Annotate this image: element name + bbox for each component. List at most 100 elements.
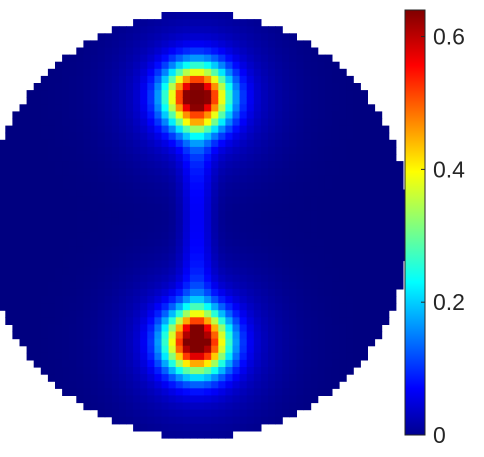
heatmap-cell	[289, 175, 297, 183]
heatmap-cell	[253, 161, 262, 169]
heatmap-cell	[111, 139, 120, 148]
heatmap-cell	[303, 68, 312, 77]
heatmap-cell	[83, 296, 92, 304]
heatmap-cell	[133, 189, 141, 198]
heatmap-cell	[76, 359, 84, 368]
heatmap-cell	[161, 90, 170, 98]
heatmap-cell	[225, 47, 234, 56]
heatmap-cell	[104, 388, 113, 396]
heatmap-cell	[346, 161, 354, 169]
heatmap-cell	[253, 225, 262, 233]
heatmap-cell	[40, 239, 49, 247]
heatmap-cell	[76, 68, 84, 77]
heatmap-cell	[104, 338, 113, 347]
heatmap-cell	[339, 260, 347, 269]
heatmap-cell	[218, 139, 226, 148]
heatmap-cell	[147, 196, 155, 205]
heatmap-cell	[324, 267, 333, 276]
heatmap-cell	[275, 161, 283, 169]
heatmap-cell	[303, 139, 312, 148]
heatmap-cell	[310, 331, 319, 340]
heatmap-cell	[182, 161, 191, 169]
heatmap-cell	[175, 161, 184, 169]
heatmap-cell	[211, 118, 219, 127]
heatmap-cell	[111, 75, 120, 84]
heatmap-cell	[189, 175, 198, 183]
heatmap-cell	[26, 352, 35, 361]
heatmap-cell	[76, 217, 84, 226]
heatmap-cell	[218, 331, 226, 340]
heatmap-cell	[168, 225, 177, 233]
heatmap-cell	[317, 54, 326, 63]
heatmap-cell	[268, 203, 276, 212]
heatmap-cell	[140, 33, 148, 41]
heatmap-cell	[111, 352, 120, 361]
heatmap-cell	[204, 83, 212, 91]
heatmap-cell	[182, 175, 191, 183]
heatmap-cell	[0, 303, 6, 311]
heatmap-cell	[303, 310, 312, 318]
heatmap-cell	[282, 125, 290, 134]
heatmap-cell	[339, 203, 347, 212]
heatmap-cell	[253, 352, 262, 361]
heatmap-cell	[83, 402, 92, 411]
heatmap-cell	[175, 111, 184, 120]
heatmap-cell	[126, 381, 134, 389]
heatmap-cell	[275, 33, 283, 41]
heatmap-cell	[260, 83, 269, 91]
heatmap-cell	[133, 324, 141, 333]
heatmap-cell	[0, 182, 6, 191]
heatmap-cell	[168, 75, 177, 84]
heatmap-cell	[26, 139, 35, 148]
heatmap-cell	[55, 239, 63, 247]
heatmap-cell	[140, 217, 148, 226]
heatmap-cell	[253, 26, 262, 34]
heatmap-cell	[168, 83, 177, 91]
heatmap-cell	[12, 239, 21, 247]
heatmap-cell	[331, 210, 340, 219]
heatmap-cell	[133, 303, 141, 311]
heatmap-cell	[69, 146, 77, 155]
heatmap-cell	[204, 260, 212, 269]
heatmap-cell	[253, 168, 262, 176]
heatmap-cell	[246, 317, 255, 325]
heatmap-cell	[111, 267, 120, 276]
heatmap-cell	[211, 430, 219, 439]
heatmap-cell	[133, 416, 141, 425]
heatmap-cell	[246, 374, 255, 382]
heatmap-cell	[353, 225, 361, 233]
heatmap-cell	[246, 331, 255, 340]
heatmap-cell	[118, 246, 127, 254]
heatmap-cell	[346, 196, 354, 205]
heatmap-cell	[97, 203, 106, 212]
heatmap-cell	[197, 175, 205, 183]
heatmap-cell	[239, 381, 248, 389]
heatmap-cell	[246, 395, 255, 404]
heatmap-cell	[140, 47, 148, 56]
heatmap-cell	[147, 111, 155, 120]
heatmap-cell	[182, 90, 191, 98]
heatmap-cell	[40, 83, 49, 91]
heatmap-cell	[317, 345, 326, 354]
heatmap-cell	[197, 416, 205, 425]
heatmap-cell	[239, 47, 248, 56]
heatmap-cell	[232, 90, 241, 98]
heatmap-cell	[97, 196, 106, 205]
heatmap-cell	[253, 175, 262, 183]
heatmap-cell	[232, 239, 241, 247]
heatmap-cell	[253, 196, 262, 205]
heatmap-cell	[168, 111, 177, 120]
heatmap-cell	[239, 111, 248, 120]
heatmap-cell	[69, 182, 77, 191]
heatmap-cell	[175, 274, 184, 283]
heatmap-cell	[189, 324, 198, 333]
heatmap-cell	[197, 296, 205, 304]
heatmap-cell	[289, 182, 297, 191]
heatmap-cell	[189, 33, 198, 41]
heatmap-cell	[12, 267, 21, 276]
heatmap-cell	[275, 374, 283, 382]
heatmap-cell	[111, 288, 120, 297]
heatmap-cell	[189, 104, 198, 112]
heatmap-cell	[346, 296, 354, 304]
heatmap-cell	[303, 90, 312, 98]
